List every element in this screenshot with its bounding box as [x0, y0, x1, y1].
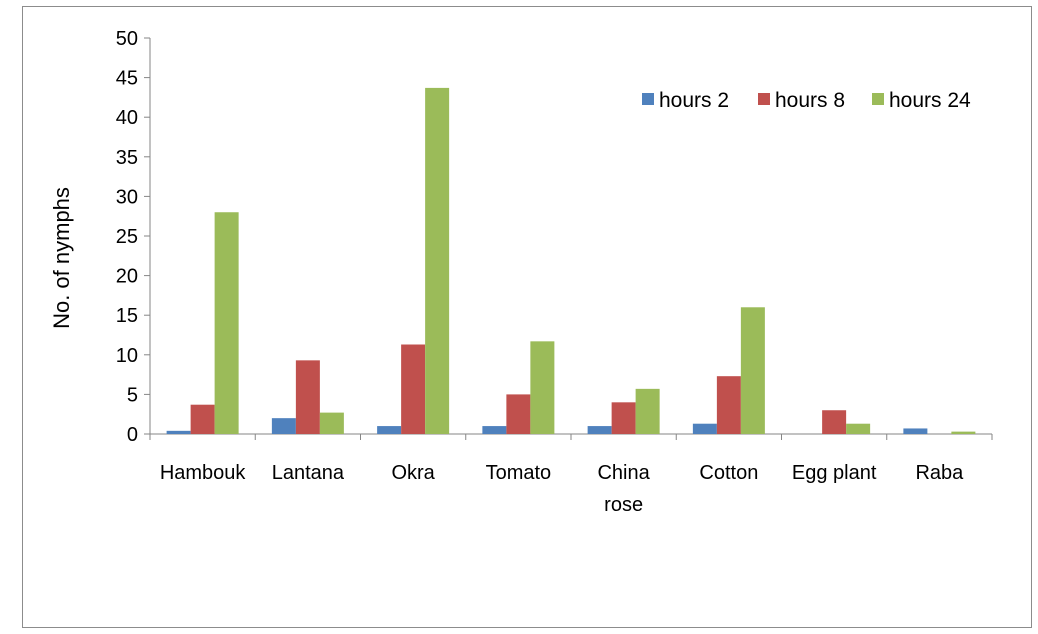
y-tick-label: 10 [116, 345, 138, 367]
legend-label: hours 24 [889, 89, 971, 112]
legend-swatch [642, 93, 654, 105]
bar-hours-2-cotton [692, 423, 717, 434]
legend-swatch [872, 93, 884, 105]
bar-hours-24-raba [951, 431, 976, 434]
legend-swatch [758, 93, 770, 105]
bar-hours-2-china-rose [587, 426, 612, 434]
legend-label: hours 2 [659, 89, 729, 112]
y-tick-label: 25 [116, 226, 138, 248]
bar-hours-24-lantana [319, 412, 344, 434]
bar-hours-8-china-rose [611, 402, 636, 434]
x-axis [149, 433, 993, 440]
y-axis: 0 5 10 15 20 25 30 35 40 45 50 [116, 28, 151, 446]
category-label: Tomato [486, 462, 552, 484]
y-tick-label: 5 [127, 384, 138, 406]
category-label: Okra [391, 462, 435, 484]
bar-hours-8-cotton [716, 376, 741, 434]
y-tick-label: 35 [116, 147, 138, 169]
category-labels: Hambouk Lantana Okra Tomato China rose Cotton E… [160, 462, 964, 516]
category-label: Egg plant [792, 462, 877, 484]
y-tick-label: 20 [116, 266, 138, 288]
bar-hours-2-lantana [271, 418, 296, 434]
bar-hours-24-china-rose [635, 388, 660, 434]
category-label: Hambouk [160, 462, 247, 484]
y-tick-label: 30 [116, 186, 138, 208]
bar-hours-24-egg-plant [846, 423, 871, 434]
legend-label: hours 8 [775, 89, 845, 112]
bar-hours-24-okra [425, 87, 450, 434]
category-label: Lantana [272, 462, 345, 484]
bar-hours-2-hambouk [166, 430, 191, 434]
y-tick-label: 45 [116, 68, 138, 90]
category-label: rose [604, 494, 643, 516]
bar-hours-8-okra [401, 344, 426, 434]
bars [166, 87, 976, 434]
bar-hours-24-hambouk [214, 212, 239, 434]
chart-area [22, 6, 1032, 628]
y-axis-title: No. of nymphs [49, 187, 74, 329]
category-label: China [597, 462, 650, 484]
category-label: Raba [915, 462, 964, 484]
bar-hours-2-raba [903, 428, 928, 434]
bar-hours-8-egg-plant [822, 410, 847, 434]
bar-hours-8-hambouk [190, 404, 215, 434]
bar-hours-24-cotton [740, 307, 765, 434]
y-tick-label: 40 [116, 107, 138, 129]
bar-hours-8-tomato [506, 394, 531, 434]
category-label: Cotton [699, 462, 758, 484]
legend: hours 2 hours 8 hours 24 [642, 89, 971, 112]
y-tick-label: 15 [116, 305, 138, 327]
bar-hours-24-tomato [530, 341, 555, 434]
bar-hours-2-okra [377, 426, 402, 434]
y-tick-label: 50 [116, 28, 138, 50]
y-tick-label: 0 [127, 424, 138, 446]
bar-hours-2-tomato [482, 426, 507, 434]
bar-hours-8-lantana [295, 360, 320, 434]
